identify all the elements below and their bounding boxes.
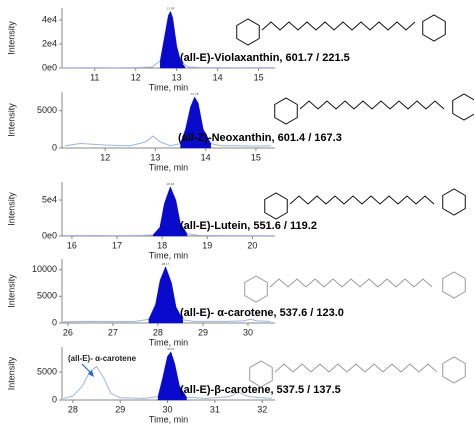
structure-ring [264, 192, 288, 220]
y-tick-label: 10000 [32, 264, 57, 274]
structure-chain [299, 100, 445, 110]
x-tick-label: 19 [202, 240, 212, 250]
peak-label: 18.18 [167, 182, 175, 186]
peak-label: 30.07 [167, 347, 175, 351]
compound-label: (all-E)- α-carotene, 537.6 / 123.0 [180, 307, 344, 319]
x-tick-label: 30 [243, 327, 253, 337]
x-tick-label: 32 [257, 404, 267, 414]
x-tick-label: 14 [213, 72, 223, 82]
y-axis-label: Intensity [6, 103, 16, 137]
structure-ring [244, 275, 268, 303]
x-axis-label: Time, min [149, 337, 188, 347]
y-tick-label: 0 [52, 394, 57, 404]
x-tick-label: 26 [63, 327, 73, 337]
y-tick-label: 2e4 [42, 38, 57, 48]
y-tick-label: 4e4 [42, 14, 57, 24]
y-tick-label: 0e0 [42, 230, 57, 240]
x-axis-label: Time, min [149, 82, 188, 92]
structure-chain [269, 278, 433, 288]
y-axis-label: Intensity [6, 21, 16, 55]
y-tick-label: 0 [52, 317, 57, 327]
y-axis-label: Intensity [6, 192, 16, 226]
peak-area [152, 186, 188, 237]
structure-ring [249, 360, 273, 388]
x-tick-label: 13 [150, 152, 160, 162]
y-tick-label: 5000 [37, 366, 57, 376]
x-tick-label: 28 [153, 327, 163, 337]
x-tick-label: 17 [112, 240, 122, 250]
x-tick-label: 18 [157, 240, 167, 250]
x-tick-label: 16 [67, 240, 77, 250]
x-tick-label: 28 [68, 404, 78, 414]
compound-label: (all-E)-Lutein, 551.6 / 119.2 [180, 220, 317, 232]
y-tick-label: 0 [52, 142, 57, 152]
y-tick-label: 5000 [37, 291, 57, 301]
peak-label: 28.17 [162, 262, 170, 266]
compound-label: (all-E)-β-carotene, 537.5 / 137.5 [180, 384, 341, 396]
y-tick-label: 0e0 [42, 62, 57, 72]
structure-ring [442, 271, 466, 299]
peak-area [180, 96, 211, 149]
structure-chain [289, 195, 435, 205]
structure-ring [442, 188, 466, 216]
structure-ring [452, 93, 474, 121]
arrow-head [88, 370, 94, 377]
structure-ring [422, 14, 446, 42]
compound-label: (all-Z)-Neoxanthin, 601.4 / 167.3 [178, 132, 342, 144]
x-axis-label: Time, min [149, 414, 188, 424]
x-tick-label: 15 [251, 152, 261, 162]
y-axis-label: Intensity [6, 274, 16, 308]
peak-label: 12.85 [167, 6, 175, 10]
x-axis-label: Time, min [149, 250, 188, 260]
x-tick-label: 30 [163, 404, 173, 414]
annotation: (all-E)- α-carotene [68, 354, 137, 363]
x-tick-label: 20 [247, 240, 257, 250]
structure-chain [261, 21, 416, 31]
x-tick-label: 31 [210, 404, 220, 414]
y-tick-label: 5000 [37, 105, 57, 115]
x-tick-label: 12 [131, 72, 141, 82]
x-tick-label: 13 [172, 72, 182, 82]
x-tick-label: 29 [115, 404, 125, 414]
compound-label: (all-E)-Violaxanthin, 601.7 / 221.5 [180, 52, 350, 64]
x-tick-label: 27 [108, 327, 118, 337]
peak-label: 13.78 [191, 92, 199, 96]
structure-chain [274, 363, 438, 373]
x-axis-label: Time, min [149, 162, 188, 172]
structure-ring [274, 97, 298, 125]
structure-ring [442, 356, 466, 384]
x-tick-label: 29 [198, 327, 208, 337]
structure-ring [236, 18, 260, 46]
x-tick-label: 11 [90, 72, 99, 82]
y-tick-label: 5e4 [42, 194, 57, 204]
x-tick-label: 12 [100, 152, 110, 162]
x-tick-label: 14 [201, 152, 211, 162]
x-tick-label: 15 [254, 72, 264, 82]
peak-area [148, 266, 183, 324]
y-axis-label: Intensity [6, 356, 16, 390]
peak-area [157, 351, 187, 401]
peak-area [160, 10, 186, 69]
